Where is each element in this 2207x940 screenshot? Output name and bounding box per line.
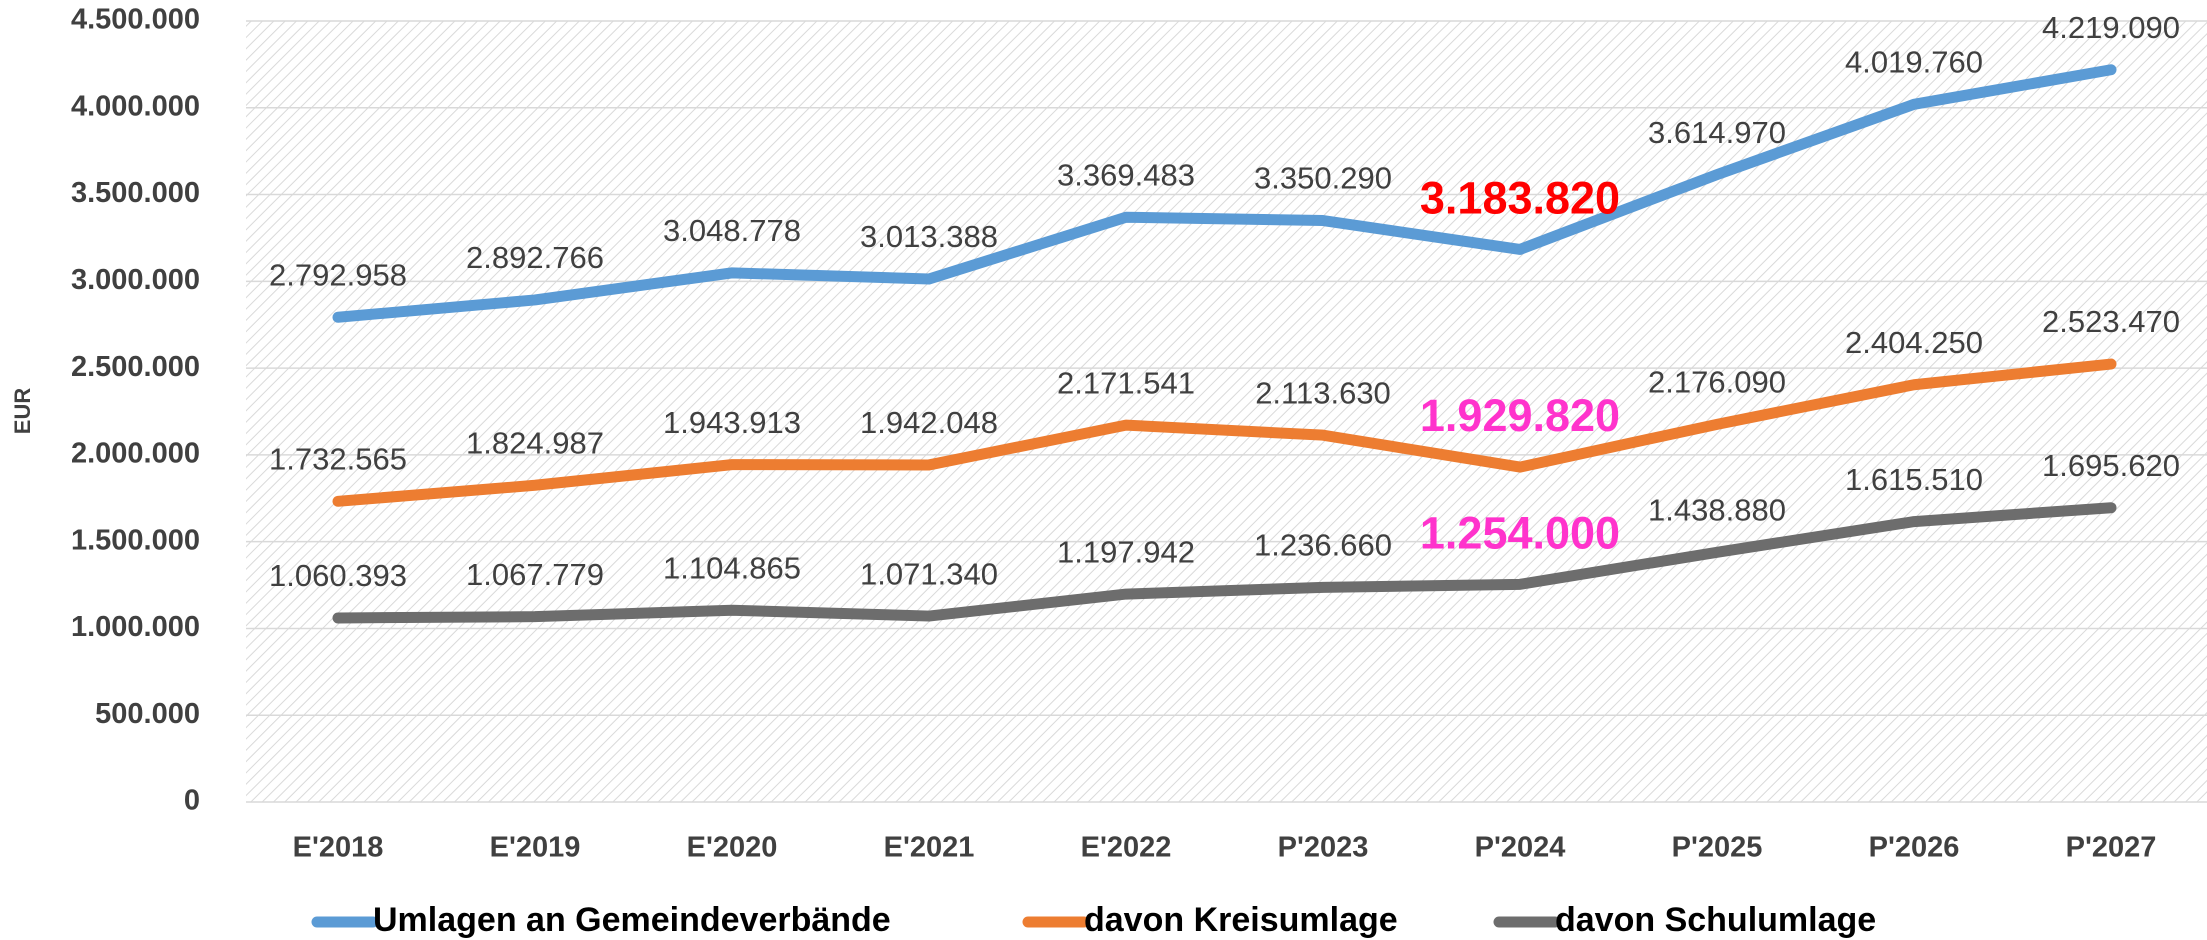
y-tick-label: 1.000.000 (71, 611, 200, 643)
series-line (332, 502, 2117, 624)
data-label: 1.824.987 (466, 425, 604, 460)
y-tick-label: 4.500.000 (71, 4, 200, 36)
data-label: 3.350.290 (1254, 161, 1392, 196)
data-label: 1.254.000 (1420, 507, 1620, 558)
data-label: 1.197.942 (1057, 534, 1195, 569)
x-tick-label: E'2021 (884, 832, 975, 864)
data-label: 1.067.779 (466, 557, 604, 592)
data-label: 4.019.760 (1845, 45, 1983, 80)
data-label: 2.171.541 (1057, 365, 1195, 400)
data-label: 1.615.510 (1845, 462, 1983, 497)
data-label: 1.929.820 (1420, 390, 1620, 441)
y-tick-label: 0 (184, 785, 200, 817)
data-label: 3.183.820 (1420, 172, 1620, 223)
plot-area (246, 21, 2207, 802)
x-tick-label: E'2019 (490, 832, 581, 864)
series-line (332, 64, 2117, 323)
y-axis-label: EUR (10, 388, 35, 435)
y-tick-label: 3.000.000 (71, 264, 200, 296)
data-label: 3.048.778 (663, 213, 801, 248)
data-label: 1.942.048 (860, 405, 998, 440)
data-label: 1.943.913 (663, 405, 801, 440)
data-label: 1.732.565 (269, 441, 407, 476)
legend-label: davon Kreisumlage (1084, 901, 1398, 939)
legend-label: Umlagen an Gemeindeverbände (373, 901, 891, 939)
y-tick-label: 500.000 (95, 698, 200, 730)
data-label: 2.892.766 (466, 240, 604, 275)
y-tick-label: 3.500.000 (71, 177, 200, 209)
y-tick-label: 2.000.000 (71, 438, 200, 470)
x-tick-label: E'2020 (687, 832, 778, 864)
y-tick-label: 4.000.000 (71, 90, 200, 122)
data-label: 1.438.880 (1648, 492, 1786, 527)
data-label: 1.236.660 (1254, 528, 1392, 563)
y-tick-label: 1.500.000 (71, 524, 200, 556)
data-label: 2.176.090 (1648, 365, 1786, 400)
x-tick-label: P'2025 (1672, 832, 1763, 864)
series-line (332, 358, 2117, 507)
data-label: 3.614.970 (1648, 115, 1786, 150)
data-label: 1.104.865 (663, 550, 801, 585)
data-label: 3.369.483 (1057, 157, 1195, 192)
data-label: 1.071.340 (860, 556, 998, 591)
data-label: 2.113.630 (1255, 375, 1391, 410)
x-tick-label: P'2023 (1278, 832, 1369, 864)
data-label: 4.219.090 (2042, 10, 2180, 45)
data-label: 2.523.470 (2042, 304, 2180, 339)
y-tick-label: 2.500.000 (71, 351, 200, 383)
data-label: 3.013.388 (860, 219, 998, 254)
data-label: 2.404.250 (1845, 325, 1983, 360)
x-tick-label: P'2026 (1869, 832, 1960, 864)
x-tick-label: E'2018 (293, 832, 384, 864)
data-label: 1.695.620 (2042, 448, 2180, 483)
x-tick-label: P'2027 (2066, 832, 2157, 864)
data-label: 1.060.393 (269, 558, 407, 593)
x-tick-label: E'2022 (1081, 832, 1172, 864)
x-tick-label: P'2024 (1475, 832, 1566, 864)
legend-label: davon Schulumlage (1555, 901, 1876, 939)
data-label: 2.792.958 (269, 257, 407, 292)
